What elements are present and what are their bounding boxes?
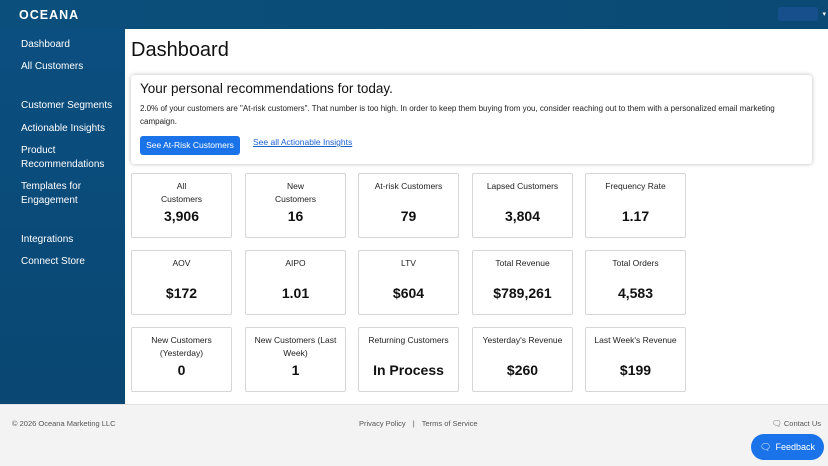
stat-card-total-orders[interactable]: Total Orders 4,583 xyxy=(585,250,686,315)
main-content: Dashboard Your personal recommendations … xyxy=(125,29,828,404)
stat-label: All Customers xyxy=(160,181,203,204)
sidebar-item-all-customers[interactable]: All Customers xyxy=(21,61,84,72)
recommendation-title: Your personal recommendations for today. xyxy=(140,81,393,96)
see-at-risk-customers-button[interactable]: See At-Risk Customers xyxy=(140,136,240,155)
stat-card-new-customers-last-week[interactable]: New Customers (Last Week) 1 xyxy=(245,327,346,392)
sidebar-item-product-recommendations[interactable]: Product Recommendations xyxy=(21,145,105,170)
top-bar: OCEANA ▾ xyxy=(0,0,828,29)
sidebar-item-customer-segments[interactable]: Customer Segments xyxy=(21,100,113,111)
sidebar-item-templates-for-engagement[interactable]: Templates for Engagement xyxy=(21,181,82,206)
stat-card-new-customers[interactable]: New Customers 16 xyxy=(245,173,346,238)
recommendation-panel: Your personal recommendations for today.… xyxy=(131,75,812,164)
sidebar: Dashboard All Customers Customer Segment… xyxy=(0,29,125,404)
footer: © 2026 Oceana Marketing LLC Privacy Poli… xyxy=(0,404,828,466)
stat-label: Returning Customers xyxy=(368,335,449,345)
stat-label: New Customers (Yesterday) xyxy=(151,335,212,358)
stat-value: 4,583 xyxy=(617,285,654,301)
stat-card-ltv[interactable]: LTV $604 xyxy=(358,250,459,315)
stat-value: $172 xyxy=(165,285,198,301)
stat-value: 1.01 xyxy=(281,285,310,301)
page-title: Dashboard xyxy=(131,39,229,61)
stat-value: 3,906 xyxy=(163,208,200,224)
stat-card-yesterdays-revenue[interactable]: Yesterday's Revenue $260 xyxy=(472,327,573,392)
stat-label: Total Revenue xyxy=(495,258,550,268)
stat-value: 0 xyxy=(177,362,186,378)
recommendation-text: 2.0% of your customers are "At-risk cust… xyxy=(140,104,775,126)
stat-value: $604 xyxy=(392,285,425,301)
stat-card-returning-customers[interactable]: Returning Customers In Process xyxy=(358,327,459,392)
chevron-down-icon[interactable]: ▾ xyxy=(822,11,826,18)
sidebar-item-integrations[interactable]: Integrations xyxy=(21,234,74,245)
feedback-button[interactable]: 🗨 Feedback xyxy=(751,434,824,460)
stat-card-last-weeks-revenue[interactable]: Last Week's Revenue $199 xyxy=(585,327,686,392)
stat-label: LTV xyxy=(401,258,416,268)
stat-label: New Customers (Last Week) xyxy=(254,335,337,358)
account-menu[interactable] xyxy=(778,7,818,21)
footer-separator: | xyxy=(412,419,415,428)
stat-label: Total Orders xyxy=(612,258,659,268)
stat-value: $789,261 xyxy=(493,285,552,301)
stat-value: 16 xyxy=(287,208,304,224)
see-all-actionable-insights-link[interactable]: See all Actionable Insights xyxy=(253,137,353,147)
stat-card-aov[interactable]: AOV $172 xyxy=(131,250,232,315)
sidebar-item-dashboard[interactable]: Dashboard xyxy=(21,39,70,50)
stat-label: Lapsed Customers xyxy=(486,181,559,191)
stat-label: AIPO xyxy=(285,258,306,268)
stat-value: 79 xyxy=(400,208,417,224)
stat-label: AOV xyxy=(172,258,191,268)
terms-of-service-link[interactable]: Terms of Service xyxy=(421,419,478,428)
stat-card-frequency-rate[interactable]: Frequency Rate 1.17 xyxy=(585,173,686,238)
stat-label: Last Week's Revenue xyxy=(594,335,677,345)
stat-value: 1 xyxy=(291,362,300,378)
chat-bubble-icon: 🗨 xyxy=(760,442,772,452)
stat-value: $199 xyxy=(619,362,652,378)
stat-label: Frequency Rate xyxy=(605,181,666,191)
feedback-label: Feedback xyxy=(775,442,815,452)
stat-label: New Customers xyxy=(274,181,317,204)
privacy-policy-link[interactable]: Privacy Policy xyxy=(359,419,406,428)
stat-value: 3,804 xyxy=(504,208,541,224)
stat-card-lapsed-customers[interactable]: Lapsed Customers 3,804 xyxy=(472,173,573,238)
stat-label: Yesterday's Revenue xyxy=(482,335,563,345)
stat-card-new-customers-yesterday[interactable]: New Customers (Yesterday) 0 xyxy=(131,327,232,392)
contact-us-link[interactable]: 🗨 Contact Us xyxy=(772,419,821,428)
stat-value: $260 xyxy=(506,362,539,378)
stat-card-aipo[interactable]: AIPO 1.01 xyxy=(245,250,346,315)
stat-value: 1.17 xyxy=(621,208,650,224)
stat-card-total-revenue[interactable]: Total Revenue $789,261 xyxy=(472,250,573,315)
stat-card-at-risk-customers[interactable]: At-risk Customers 79 xyxy=(358,173,459,238)
sidebar-item-actionable-insights[interactable]: Actionable Insights xyxy=(21,123,105,134)
oceana-logo[interactable]: OCEANA xyxy=(19,8,80,22)
stat-card-all-customers[interactable]: All Customers 3,906 xyxy=(131,173,232,238)
chat-bubble-icon: 🗨 xyxy=(771,419,782,428)
stat-value: In Process xyxy=(373,362,444,378)
copyright-text: © 2026 Oceana Marketing LLC xyxy=(12,419,116,428)
sidebar-item-connect-store[interactable]: Connect Store xyxy=(21,256,85,267)
stat-label: At-risk Customers xyxy=(374,181,443,191)
contact-us-label: Contact Us xyxy=(783,419,821,428)
footer-links: Privacy Policy | Terms of Service xyxy=(359,419,478,428)
